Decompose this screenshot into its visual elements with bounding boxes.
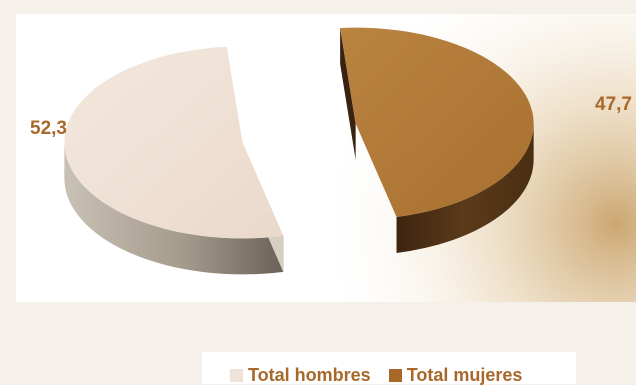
slice-hombres [64, 46, 284, 239]
legend-label-hombres: Total hombres [248, 365, 371, 385]
slice-hombres-side [64, 142, 284, 275]
slice-mujeres-side [396, 123, 534, 254]
pie-slices [64, 27, 534, 275]
legend-item-hombres: Total hombres [230, 366, 371, 384]
legend-label-mujeres: Total mujeres [406, 365, 523, 385]
data-label-mujeres: 47,7 [595, 94, 632, 115]
legend-swatch-mujeres [388, 368, 402, 382]
legend: Total hombres Total mujeres [202, 352, 576, 384]
pie-chart: 52,3 47,7 [16, 14, 636, 302]
slice-mujeres-cut [340, 27, 356, 160]
legend-swatch-hombres [230, 368, 243, 382]
chart-panel: 52,3 47,7 [16, 14, 636, 302]
legend-item-mujeres: Total mujeres [388, 365, 523, 385]
data-label-hombres: 52,3 [30, 118, 67, 139]
slice-mujeres [340, 27, 534, 218]
